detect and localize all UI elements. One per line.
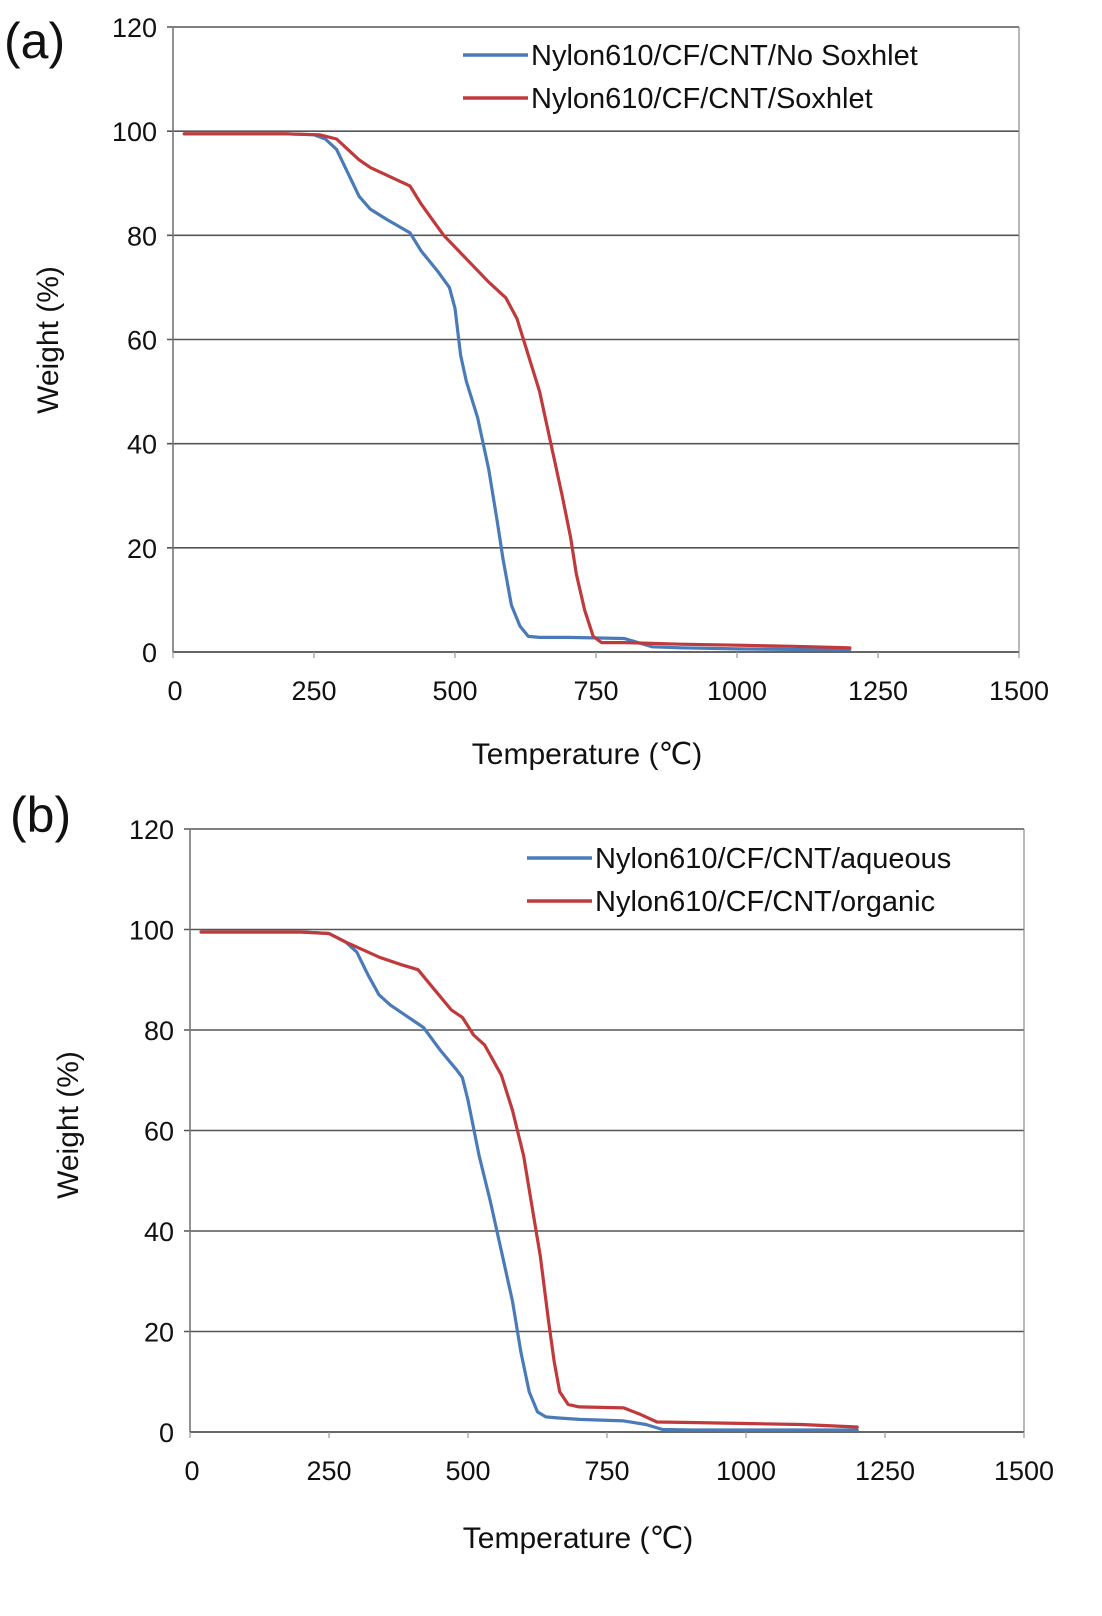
y-tick-label: 40	[127, 430, 157, 460]
x-tick-label: 500	[445, 1456, 490, 1486]
y-tick-label: 0	[142, 638, 157, 668]
series-line-red	[182, 132, 852, 650]
x-tick-label: 250	[306, 1456, 351, 1486]
y-tick-label: 120	[129, 815, 174, 845]
series-line-red	[199, 930, 859, 1429]
x-tick-label: 500	[432, 676, 477, 706]
x-tick-label: 0	[184, 1456, 199, 1486]
y-tick-label: 20	[144, 1318, 174, 1348]
x-tick-label: 1250	[848, 676, 908, 706]
y-axis-title: Weight (%)	[32, 266, 65, 414]
x-tick-labels: 0 250 500 750 1000 1250 1500	[184, 1456, 1054, 1486]
axes	[189, 829, 1025, 1438]
x-tick-label: 250	[291, 676, 336, 706]
panel-a: (a) 0 20 40 60 80 100 120 0 250 500 750 1000 1250 15…	[4, 13, 1049, 771]
legend-label: Nylon610/CF/CNT/No Soxhlet	[531, 40, 918, 72]
legend-label: Nylon610/CF/CNT/Soxhlet	[531, 83, 873, 115]
x-tick-labels: 0 250 500 750 1000 1250 1500	[167, 676, 1049, 706]
series-lines	[182, 132, 852, 652]
legend-label: Nylon610/CF/CNT/organic	[595, 886, 935, 918]
x-tick-label: 1000	[707, 676, 767, 706]
x-tick-label: 750	[584, 1456, 629, 1486]
x-tick-label: 1250	[855, 1456, 915, 1486]
y-tick-labels: 0 20 40 60 80 100 120	[129, 815, 174, 1448]
y-tick-label: 100	[129, 916, 174, 946]
y-tick-label: 80	[144, 1016, 174, 1046]
x-axis-title: Temperature (℃)	[472, 738, 702, 771]
series-line-blue	[182, 132, 852, 652]
y-tick-label: 0	[159, 1418, 174, 1448]
y-tick-label: 60	[127, 326, 157, 356]
y-tick-label: 100	[112, 117, 157, 147]
x-tick-label: 1500	[994, 1456, 1054, 1486]
gridlines	[184, 828, 1024, 1333]
x-tick-label: 750	[573, 676, 618, 706]
x-axis-title: Temperature (℃)	[463, 1522, 693, 1555]
y-tick-label: 40	[144, 1217, 174, 1247]
legend-label: Nylon610/CF/CNT/aqueous	[595, 843, 951, 875]
y-tick-labels: 0 20 40 60 80 100 120	[112, 13, 157, 668]
gridlines	[167, 26, 1019, 549]
y-axis-title: Weight (%)	[52, 1051, 85, 1199]
legend: Nylon610/CF/CNT/No Soxhlet Nylon610/CF/CN…	[463, 40, 918, 115]
x-tick-label: 0	[167, 676, 182, 706]
panel-label-b: (b)	[10, 787, 71, 843]
legend: Nylon610/CF/CNT/aqueous Nylon610/CF/CNT/o…	[527, 843, 951, 918]
y-tick-label: 120	[112, 13, 157, 43]
x-tick-label: 1500	[989, 676, 1049, 706]
series-line-blue	[199, 930, 859, 1432]
panel-label-a: (a)	[4, 13, 65, 69]
panel-b: (b) 0 20 40 60 80 100 120 0 250 500 750 1000 1250 15…	[10, 787, 1054, 1555]
series-lines	[199, 930, 859, 1432]
y-tick-label: 80	[127, 221, 157, 251]
y-tick-label: 60	[144, 1117, 174, 1147]
y-tick-label: 20	[127, 534, 157, 564]
axes	[172, 27, 1020, 658]
x-tick-label: 1000	[716, 1456, 776, 1486]
